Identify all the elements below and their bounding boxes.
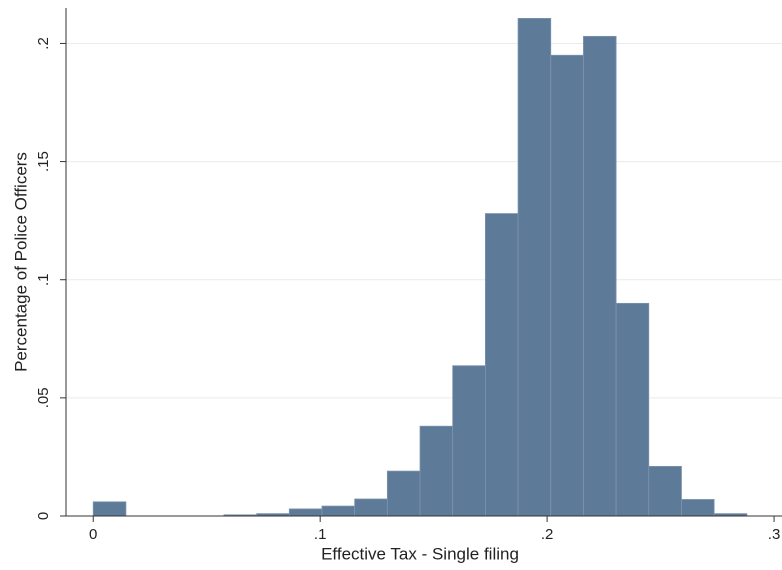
bar — [386, 470, 421, 517]
bar — [354, 498, 388, 517]
x-tick-label: .3 — [768, 526, 781, 543]
bar — [321, 505, 356, 517]
bar — [452, 365, 486, 517]
bar — [419, 425, 454, 517]
bar — [517, 17, 552, 517]
bar — [550, 54, 584, 517]
bar — [484, 213, 519, 517]
x-tick-label: 0 — [89, 526, 97, 543]
bar — [583, 35, 617, 517]
bar — [615, 302, 650, 517]
bar — [92, 501, 127, 517]
y-tick-label: .2 — [35, 37, 52, 50]
x-tick-label: .1 — [314, 526, 327, 543]
bar — [288, 508, 323, 517]
y-axis-title: Percentage of Police Officers — [11, 152, 30, 372]
y-tick-label: .15 — [35, 151, 52, 172]
bar — [648, 465, 682, 517]
x-tick-label: .2 — [541, 526, 554, 543]
y-tick-label: .05 — [35, 387, 52, 408]
bar — [681, 499, 715, 517]
y-tick-label: 0 — [35, 512, 52, 520]
y-tick-label: .1 — [35, 273, 52, 286]
x-axis-title: Effective Tax - Single filing — [321, 544, 519, 563]
